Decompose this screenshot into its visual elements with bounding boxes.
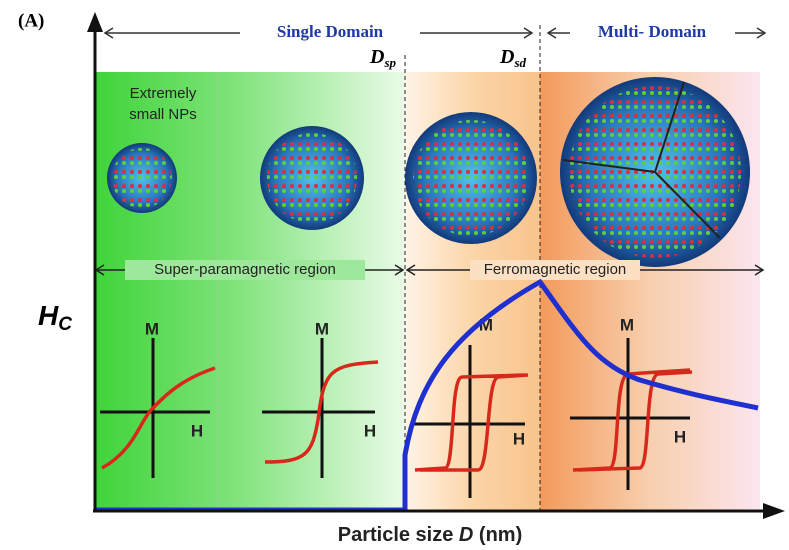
d-sd-sub: sd	[513, 55, 526, 70]
m-label: M	[620, 315, 634, 334]
single-domain: Single Domain	[277, 22, 384, 41]
note-line: Extremely	[130, 85, 197, 102]
x-label-part: (nm)	[473, 524, 522, 546]
y-sub: C	[58, 314, 72, 335]
d-sd-symbol: D	[499, 46, 514, 68]
particles	[107, 77, 750, 267]
x-axis-label: Particle size D (nm)	[338, 524, 523, 546]
domain-arrows	[103, 27, 767, 39]
label-bg	[125, 260, 365, 280]
m-label: M	[315, 319, 329, 338]
d-sp-sub: sp	[383, 55, 396, 70]
loop	[100, 338, 216, 478]
loop	[262, 338, 379, 478]
x-label-part: Particle size	[338, 524, 459, 546]
panel-label: (A)	[18, 10, 44, 31]
d-sd: Dsd	[499, 46, 527, 70]
y-symbol: H	[38, 300, 59, 331]
h-label: H	[674, 427, 686, 446]
h-label: H	[513, 429, 525, 448]
h-label: H	[364, 421, 376, 440]
h-label: H	[191, 421, 203, 440]
m-label: M	[145, 319, 159, 338]
loop	[412, 345, 529, 498]
y-arrow	[87, 12, 103, 32]
label-bg	[470, 260, 640, 280]
green-zone	[95, 72, 405, 510]
multi-domain: Multi- Domain	[598, 22, 707, 41]
coercivity-curve	[95, 278, 759, 513]
y-axis-label: HC	[38, 300, 72, 335]
note-line: small NPs	[129, 106, 197, 123]
region-label: Ferromagnetic region	[484, 261, 627, 278]
d-sp: Dsp	[369, 46, 397, 70]
region-label: Super-paramagnetic region	[154, 261, 336, 278]
d-sp-symbol: D	[369, 46, 384, 68]
x-label-part: D	[459, 524, 473, 546]
x-arrow	[763, 503, 785, 519]
